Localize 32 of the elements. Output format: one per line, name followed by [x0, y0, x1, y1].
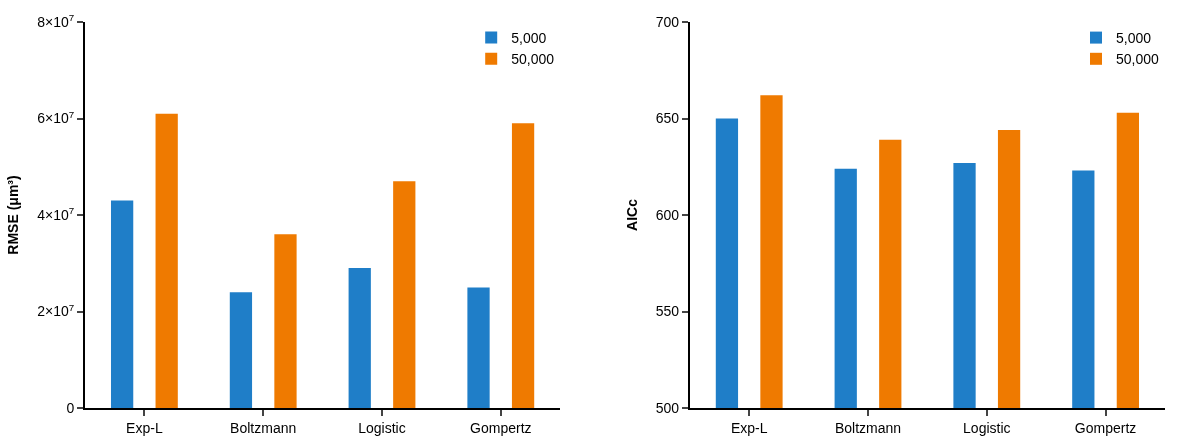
x-tick-label: Exp-L [730, 419, 768, 436]
bar [155, 113, 178, 408]
bar [110, 200, 134, 408]
y-tick-label: 500 [655, 399, 680, 416]
y-tick-label: 0 [66, 399, 75, 416]
legend-label: 50,000 [1116, 51, 1160, 68]
legend-label: 5,000 [511, 30, 547, 47]
y-tick-label: 2×10$^{7}$ [37, 301, 75, 320]
x-tick-label: Gompertz [1074, 419, 1137, 436]
bar [274, 234, 297, 408]
y-axis-title: AICc [623, 198, 640, 231]
y-tick-label: 550 [655, 303, 680, 320]
y-tick-label: 4×10$^{7}$ [37, 205, 75, 223]
y-axis-title: RMSE (μm³) [5, 175, 22, 255]
x-tick-label: Exp-L [126, 419, 163, 436]
y-tick-label: 700 [655, 13, 680, 30]
x-tick-label: Gompertz [470, 419, 532, 436]
x-tick-label: Logistic [358, 419, 406, 436]
x-tick-label: Boltzmann [230, 419, 297, 436]
bar [393, 181, 416, 408]
y-tick-label: 650 [655, 110, 680, 127]
y-tick-label: 600 [655, 206, 680, 223]
bar [229, 292, 253, 408]
legend-label: 5,000 [1116, 30, 1152, 47]
bar [348, 268, 371, 408]
y-tick-label: 8×10$^{7}$ [37, 12, 75, 30]
bar [467, 287, 490, 408]
y-tick-label: 6×10$^{7}$ [37, 108, 75, 127]
x-tick-label: Logistic [963, 419, 1011, 436]
bar [511, 123, 535, 408]
x-tick-label: Boltzmann [834, 419, 902, 436]
legend-label: 50,000 [511, 51, 555, 68]
